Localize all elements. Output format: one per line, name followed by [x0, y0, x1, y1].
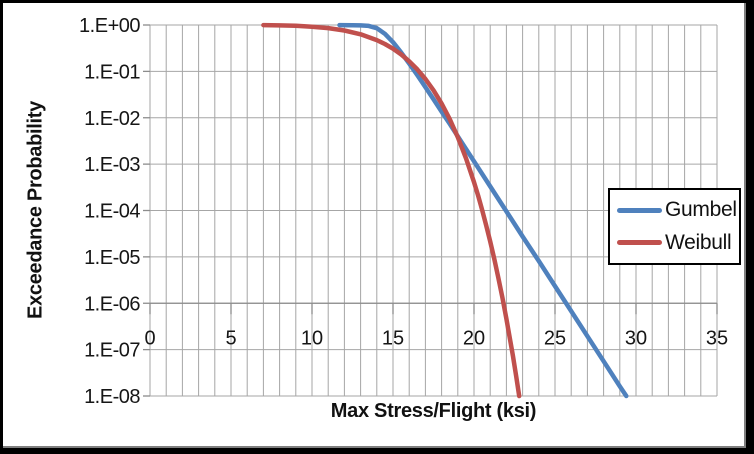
- x-tick-label: 10: [301, 327, 323, 349]
- legend-item-gumbel[interactable]: Gumbel: [617, 198, 739, 222]
- legend-label-weibull: Weibull: [665, 230, 732, 254]
- y-tick-label: 1.E-03: [84, 154, 140, 176]
- x-tick-label: 20: [463, 327, 485, 349]
- y-axis-title: Exceedance Probability: [24, 101, 47, 319]
- legend[interactable]: Gumbel Weibull: [608, 188, 741, 265]
- x-axis-title: Max Stress/Flight (ksi): [330, 400, 537, 422]
- legend-label-gumbel: Gumbel: [665, 198, 737, 222]
- y-tick-label: 1.E+00: [79, 15, 140, 37]
- x-tick-label: 0: [144, 327, 155, 349]
- y-tick-label: 1.E-06: [84, 293, 140, 315]
- y-tick-label: 1.E-04: [84, 201, 140, 223]
- x-tick-label: 5: [225, 327, 236, 349]
- x-tick-label: 25: [544, 327, 566, 349]
- y-tick-label: 1.E-01: [84, 61, 140, 83]
- weibull-line-swatch: [617, 240, 662, 246]
- y-tick-label: 1.E-08: [84, 386, 140, 408]
- gumbel-line-swatch: [617, 207, 662, 213]
- x-tick-label: 15: [382, 327, 404, 349]
- y-tick-label: 1.E-02: [84, 108, 140, 130]
- legend-item-weibull[interactable]: Weibull: [617, 231, 739, 255]
- x-tick-label: 35: [706, 327, 728, 349]
- y-tick-label: 1.E-07: [84, 340, 140, 362]
- weibull-curve[interactable]: [261, 22, 522, 399]
- x-tick-label: 30: [625, 327, 647, 349]
- y-tick-label: 1.E-05: [84, 247, 140, 269]
